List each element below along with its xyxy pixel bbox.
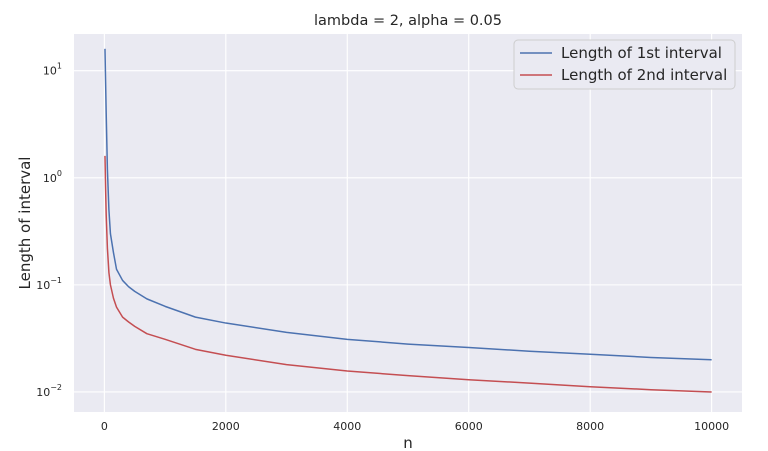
y-tick-label: 101 bbox=[43, 62, 62, 78]
series-line-2 bbox=[104, 155, 712, 393]
y-tick-label: 100 bbox=[43, 169, 62, 185]
x-tick-label: 4000 bbox=[333, 420, 361, 433]
y-tick-labels: 10−2 10−1 100 101 bbox=[36, 62, 62, 399]
x-tick-label: 8000 bbox=[576, 420, 604, 433]
x-axis-label: n bbox=[403, 434, 413, 451]
legend: Length of 1st interval Length of 2nd inte… bbox=[513, 39, 736, 90]
series-line-1 bbox=[104, 48, 712, 361]
x-tick-label: 10000 bbox=[694, 420, 729, 433]
x-tick-label: 0 bbox=[101, 420, 108, 433]
legend-label-1: Length of 1st interval bbox=[561, 44, 722, 62]
y-tick-label: 10−2 bbox=[36, 383, 62, 399]
legend-label-2: Length of 2nd interval bbox=[561, 66, 727, 84]
x-tick-label: 2000 bbox=[212, 420, 240, 433]
chart-title: lambda = 2, alpha = 0.05 bbox=[314, 13, 502, 29]
y-tick-label: 10−1 bbox=[36, 276, 62, 292]
x-tick-labels: 0 2000 4000 6000 8000 10000 bbox=[101, 420, 729, 433]
plot-area bbox=[74, 34, 742, 412]
x-tick-label: 6000 bbox=[455, 420, 483, 433]
y-axis-label: Length of interval bbox=[16, 157, 34, 290]
series-layer bbox=[104, 48, 712, 393]
